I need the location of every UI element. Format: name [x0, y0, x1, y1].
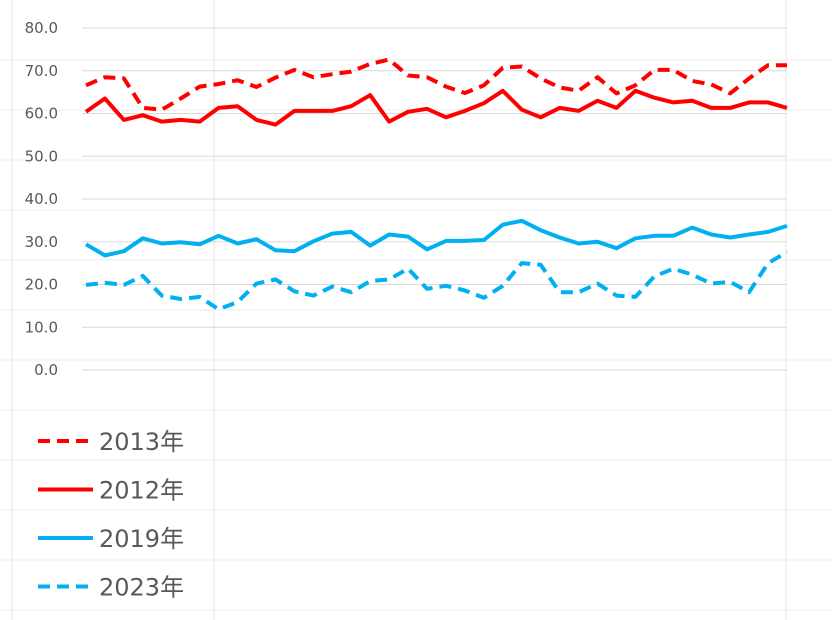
series-line-2012年 [84, 88, 788, 127]
y-tick-label: 50.0 [25, 147, 58, 165]
y-axis: 0.0 10.0 20.0 30.0 40.0 50.0 60.0 70.0 80.0 [25, 19, 58, 379]
y-tick-label: 40.0 [25, 190, 58, 208]
legend-label: 2023年 [99, 574, 184, 602]
y-tick-label: 80.0 [25, 19, 58, 37]
y-tick-label: 10.0 [25, 318, 58, 336]
legend-label: 2012年 [99, 477, 184, 505]
series-line-2019年 [84, 218, 788, 258]
series-line-2023年 [85, 250, 789, 312]
legend-label: 2013年 [99, 428, 184, 456]
y-tick-label: 70.0 [25, 62, 58, 80]
y-tick-label: 0.0 [34, 361, 58, 379]
legend-label: 2019年 [99, 525, 184, 553]
y-tick-label: 20.0 [25, 276, 58, 294]
series-lines [84, 57, 789, 312]
y-tick-label: 60.0 [25, 105, 58, 123]
y-tick-label: 30.0 [25, 233, 58, 251]
legend: 2013年 2012年 2019年 2023年 [38, 428, 184, 602]
series-line-2013年 [85, 57, 787, 112]
